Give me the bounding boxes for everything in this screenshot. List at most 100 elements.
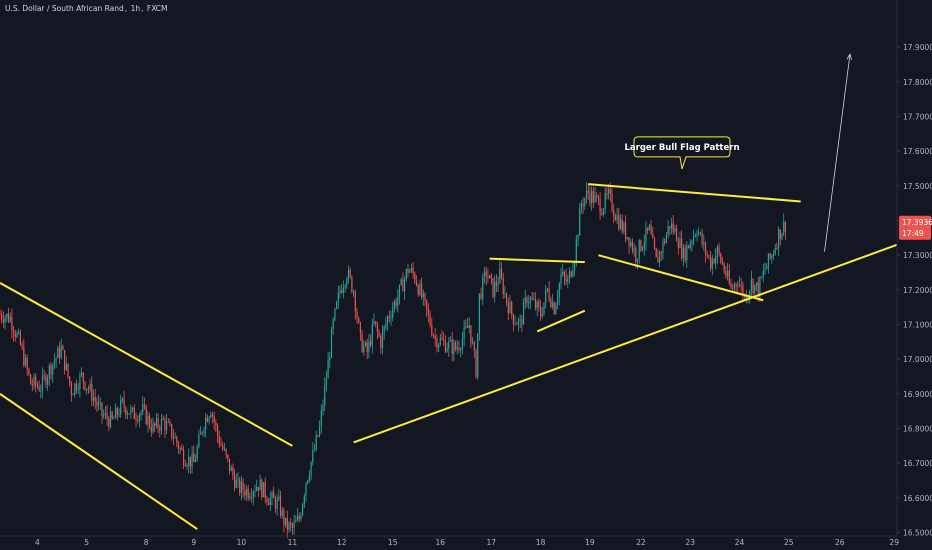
- small-flag-lower[interactable]: [536, 309, 586, 333]
- candle-body: [524, 297, 526, 303]
- candle-body: [514, 323, 516, 325]
- candle-body: [536, 301, 538, 309]
- candle-body: [444, 340, 446, 352]
- candle-body: [137, 419, 139, 422]
- candle-body: [296, 516, 299, 521]
- candle-body: [390, 317, 392, 319]
- annotation-callout[interactable]: Larger Bull Flag Pattern: [624, 136, 740, 170]
- candle-body: [262, 482, 265, 497]
- candle-body: [14, 333, 16, 337]
- candle-body: [225, 449, 227, 455]
- candle-body: [436, 338, 438, 348]
- candle-body: [288, 522, 290, 530]
- candle-body: [655, 248, 657, 258]
- candle-body: [2, 319, 4, 323]
- candle-body: [302, 504, 304, 516]
- candle-body: [704, 242, 707, 255]
- candle-body: [601, 213, 603, 215]
- candle-body: [375, 321, 377, 325]
- candle-body: [410, 267, 412, 272]
- x-tick-label: 11: [288, 538, 298, 547]
- descending-channel-lower[interactable]: [0, 393, 198, 530]
- candle-body: [710, 256, 712, 269]
- candle-body: [698, 232, 700, 235]
- candle-body: [273, 492, 275, 499]
- candle-body: [327, 359, 329, 379]
- candle-body: [762, 270, 764, 278]
- candle-body: [715, 255, 717, 264]
- candle-body: [128, 413, 130, 415]
- candle-body: [358, 318, 360, 323]
- candle-body: [249, 496, 251, 499]
- candle-body: [81, 372, 83, 375]
- candle-body: [784, 221, 786, 232]
- y-tick-label: 17.30000: [903, 251, 932, 260]
- candle-body: [665, 234, 667, 243]
- chart-header: U.S. Dollar / South African Rand, 1h, FX…: [5, 4, 169, 13]
- candle-body: [217, 425, 219, 437]
- candle-body: [149, 415, 151, 427]
- candle-body: [499, 268, 501, 284]
- candle-body: [504, 293, 506, 295]
- projection-arrow-line[interactable]: [824, 54, 851, 252]
- candle-body: [125, 407, 127, 415]
- candle-body: [528, 302, 530, 304]
- drawing-lines: [0, 53, 898, 530]
- candle-body: [381, 332, 384, 349]
- candle-body: [662, 241, 664, 254]
- large-flag-lower[interactable]: [598, 254, 764, 302]
- symbol-name: U.S. Dollar / South African Rand: [5, 4, 124, 13]
- candle-body: [283, 510, 285, 525]
- candle-body: [580, 203, 582, 209]
- candle-body: [475, 350, 477, 378]
- candle-body: [737, 285, 739, 287]
- candle-body: [696, 234, 698, 236]
- candle-body: [324, 385, 326, 406]
- candle-body: [621, 219, 623, 232]
- candle-body: [244, 490, 246, 496]
- candle-body: [6, 313, 8, 318]
- candle-body: [519, 319, 521, 320]
- candle-body: [45, 375, 47, 385]
- x-tick-label: 17: [487, 538, 497, 547]
- time-axis[interactable]: 4 5 8 9 10 11 12 15 16 17 18 19 22 23 24 25 26 29: [0, 535, 899, 547]
- candle-body: [575, 239, 577, 262]
- candle-body: [711, 259, 713, 269]
- candle-body: [203, 429, 205, 433]
- candle-body: [118, 414, 120, 416]
- candle-body: [716, 246, 718, 256]
- candle-body: [89, 383, 91, 390]
- candle-body: [183, 450, 185, 465]
- candle-body: [186, 465, 188, 467]
- candle-body: [526, 297, 528, 303]
- candle-body: [157, 418, 159, 428]
- candle-body: [466, 326, 469, 328]
- candle-body: [589, 193, 591, 203]
- candle-body: [126, 413, 129, 415]
- large-flag-upper[interactable]: [588, 183, 801, 203]
- candle-body: [718, 246, 720, 254]
- candle-body: [274, 498, 276, 509]
- descending-channel-upper[interactable]: [0, 282, 293, 447]
- candle-body: [733, 284, 735, 289]
- candle-body: [67, 363, 69, 377]
- rising-support-line[interactable]: [353, 243, 898, 444]
- candle-body: [764, 269, 766, 271]
- candle-body: [725, 271, 727, 277]
- candle-body: [477, 333, 479, 378]
- candle-body: [517, 319, 520, 325]
- callout-text: Larger Bull Flag Pattern: [624, 143, 739, 153]
- candle-body: [108, 419, 110, 428]
- candle-body: [405, 269, 407, 279]
- candle-body: [492, 277, 494, 297]
- candle-body: [483, 271, 486, 277]
- interval-label[interactable]: 1h: [130, 4, 141, 13]
- small-flag-upper[interactable]: [489, 257, 585, 264]
- candle-body: [11, 316, 13, 331]
- candle-body: [240, 481, 242, 493]
- candle-body: [75, 383, 78, 391]
- candle-body: [587, 190, 589, 194]
- candle-body: [4, 317, 6, 323]
- candle-body: [138, 415, 140, 422]
